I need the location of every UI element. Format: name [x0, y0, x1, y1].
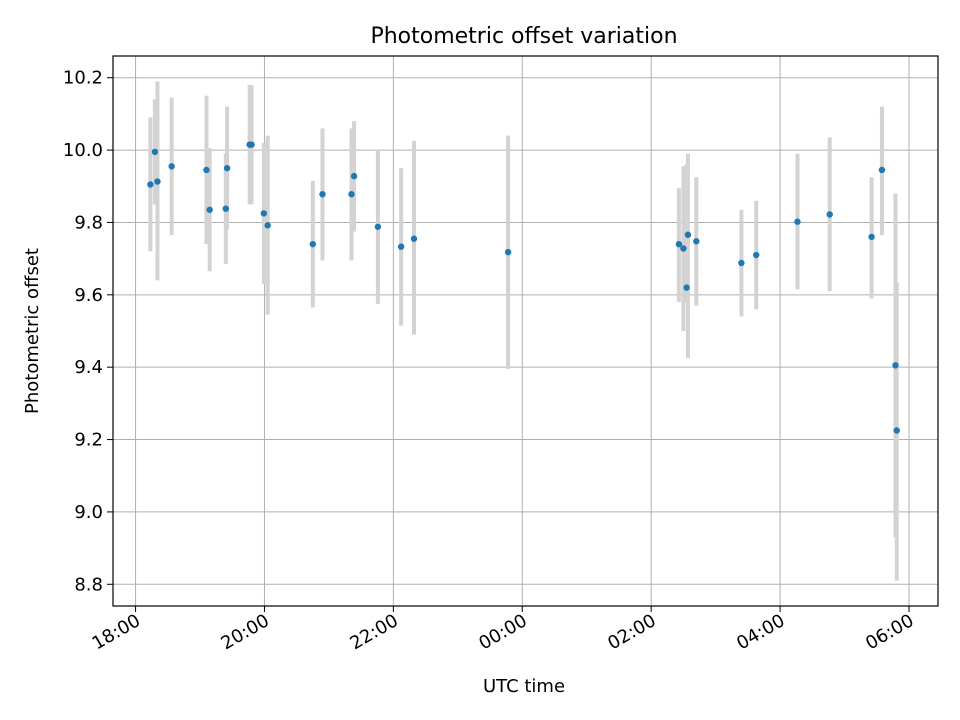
y-tick-label: 9.6 — [74, 285, 103, 306]
data-point — [684, 231, 692, 238]
x-tick-label: 04:00 — [733, 610, 788, 654]
y-tick-label: 10.0 — [63, 140, 103, 161]
data-point — [151, 148, 159, 156]
data-point — [794, 218, 801, 225]
data-point — [878, 166, 886, 174]
x-axis-label: UTC time — [483, 676, 565, 697]
data-point — [309, 240, 317, 248]
x-tick-label: 06:00 — [862, 610, 917, 654]
data-point — [693, 238, 700, 245]
y-tick-label: 9.4 — [74, 357, 103, 378]
data-point — [350, 172, 358, 180]
chart-title: Photometric offset variation — [370, 24, 677, 49]
x-tick-label: 00:00 — [475, 610, 530, 654]
data-point — [675, 240, 683, 248]
x-tick-label: 22:00 — [346, 610, 401, 654]
x-tick-label: 18:00 — [89, 610, 144, 654]
data-point — [248, 141, 255, 148]
data-point — [147, 181, 154, 188]
data-point — [826, 211, 833, 218]
data-point — [206, 206, 213, 213]
data-point — [868, 233, 875, 241]
data-point — [154, 178, 161, 185]
x-axis: 18:00 20:00 22:00 00:00 02:00 04:00 06:00 — [89, 606, 917, 654]
data-point — [893, 427, 900, 434]
error-bars — [148, 81, 899, 581]
data-point — [264, 222, 271, 229]
data-point — [680, 245, 687, 252]
plot-frame — [112, 55, 939, 607]
data-point — [738, 259, 745, 267]
data-point — [348, 191, 355, 198]
y-axis-label: Photometric offset — [22, 248, 43, 414]
data-point — [410, 235, 418, 242]
data-point — [260, 210, 268, 217]
data-points — [147, 141, 900, 434]
y-tick-label: 9.8 — [74, 212, 103, 233]
data-point — [222, 205, 229, 212]
data-point — [397, 243, 405, 250]
data-point — [203, 166, 210, 174]
y-tick-label: 10.2 — [63, 68, 103, 89]
grid — [113, 56, 938, 606]
data-point — [683, 284, 690, 291]
y-axis: 8.8 9.0 9.2 9.4 9.6 9.8 10.0 10.2 — [63, 68, 113, 595]
y-tick-label: 9.2 — [74, 430, 103, 451]
data-point — [223, 164, 231, 172]
y-tick-label: 9.0 — [74, 502, 103, 523]
data-point — [504, 248, 512, 256]
x-tick-label: 20:00 — [218, 610, 273, 654]
data-point — [892, 362, 899, 369]
data-point — [753, 251, 760, 259]
data-point — [168, 163, 175, 170]
data-point — [374, 223, 382, 230]
y-tick-label: 8.8 — [74, 574, 103, 595]
x-tick-label: 02:00 — [604, 610, 659, 654]
data-point — [319, 191, 326, 198]
